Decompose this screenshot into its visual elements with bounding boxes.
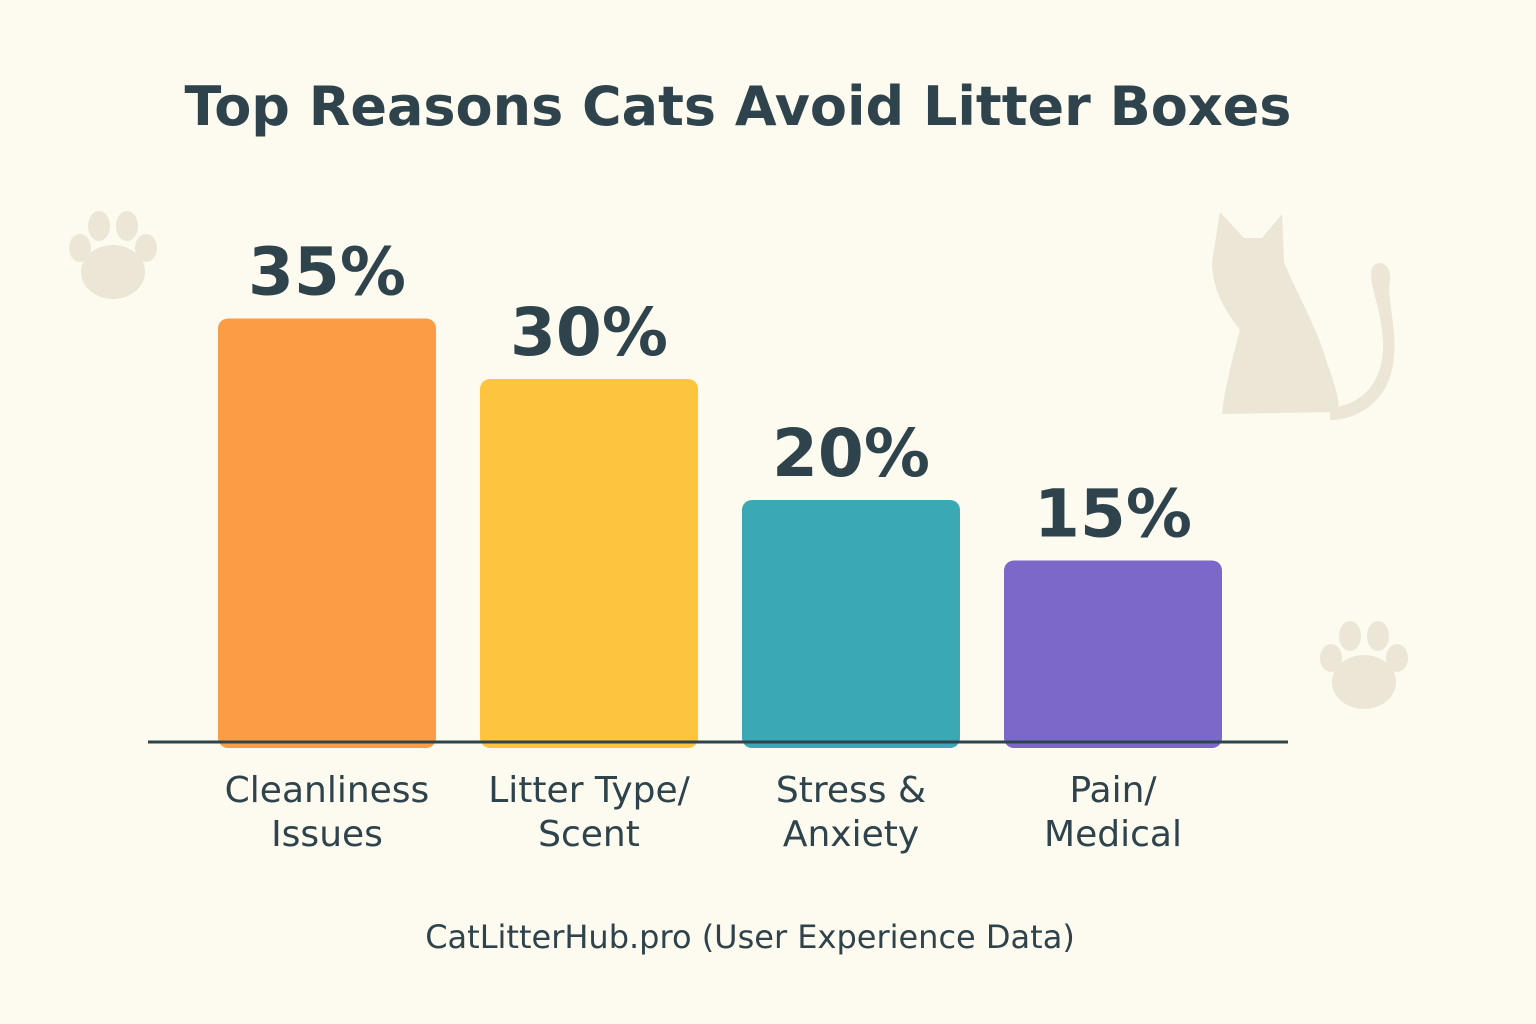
category-label: Medical	[1044, 814, 1182, 855]
category-label: Stress &	[776, 770, 926, 811]
bar-value-label: 15%	[1034, 476, 1192, 553]
cat-silhouette-icon	[1212, 212, 1395, 420]
category-label: Anxiety	[783, 814, 919, 855]
category-label: Scent	[538, 814, 640, 855]
paw-print-icon	[1320, 621, 1408, 709]
bar-3	[742, 500, 960, 748]
bar-4	[1004, 560, 1222, 748]
chart-source: CatLitterHub.pro (User Experience Data)	[425, 918, 1075, 956]
bar-1	[218, 318, 436, 748]
category-label: Issues	[271, 814, 383, 855]
bar-value-label: 30%	[510, 294, 668, 371]
bar-value-label: 35%	[248, 234, 406, 311]
category-label: Cleanliness	[225, 770, 430, 811]
paw-print-icon	[69, 211, 157, 299]
chart-title: Top Reasons Cats Avoid Litter Boxes	[185, 75, 1292, 138]
category-label: Litter Type/	[488, 770, 690, 811]
category-label: Pain/	[1069, 770, 1157, 811]
bar-2	[480, 379, 698, 748]
bar-value-label: 20%	[772, 415, 930, 492]
